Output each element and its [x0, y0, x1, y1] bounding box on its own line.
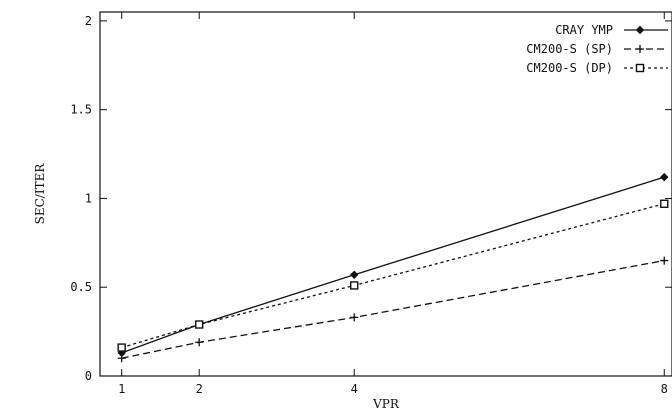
data-point-plus: [195, 338, 204, 347]
data-point-plus: [350, 313, 359, 322]
legend-label: CRAY YMP: [555, 23, 613, 37]
data-point-diamond: [635, 25, 645, 35]
data-point-diamond: [660, 172, 669, 182]
legend-entry: CM200-S (DP): [526, 61, 668, 75]
series-line: [121, 259, 665, 359]
data-point-plus: [660, 256, 669, 265]
y-tick-label: 0: [85, 369, 92, 383]
series-1: [117, 172, 669, 358]
data-point-square: [195, 320, 204, 329]
data-point-diamond: [350, 270, 359, 279]
x-tick-label: 8: [661, 382, 668, 396]
legend-label: CM200-S (DP): [526, 61, 613, 75]
y-axis-label: SEC/ITER: [33, 163, 47, 225]
x-tick-label: 2: [196, 382, 203, 396]
legend-label: CM200-S (SP): [526, 42, 613, 56]
legend-entry: CM200-S (SP): [526, 42, 668, 56]
data-point-square: [635, 63, 645, 73]
series-3: [117, 199, 669, 352]
data-point-plus: [117, 354, 126, 363]
data-point-plus: [636, 45, 644, 53]
legend-entry: CRAY YMP: [555, 23, 668, 37]
series-2: [117, 256, 669, 363]
series-line: [121, 176, 665, 354]
legend: CRAY YMP CM200-S (SP) CM200-S (DP): [526, 23, 668, 75]
y-tick-label: 0.5: [70, 280, 92, 294]
y-tick-label: 2: [85, 14, 92, 28]
data-point-square: [350, 281, 359, 290]
y-tick-label: 1.5: [70, 103, 92, 117]
x-tick-label: 1: [118, 382, 125, 396]
y-tick-label: 1: [85, 191, 92, 205]
x-tick-label: 4: [351, 382, 358, 396]
data-point-square: [660, 199, 669, 208]
plot-frame: [99, 11, 672, 377]
data-point-square: [117, 343, 126, 352]
x-axis-label: VPR: [372, 397, 400, 411]
